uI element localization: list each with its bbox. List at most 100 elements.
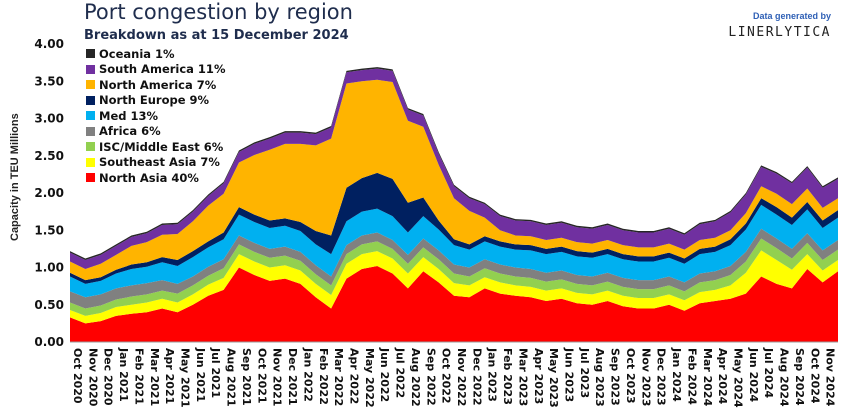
x-tick-label: Jan 2024: [670, 347, 683, 402]
legend-swatch: [86, 49, 95, 59]
x-tick-label: Jun 2023: [563, 347, 576, 402]
legend-label: Africa 6%: [99, 124, 161, 139]
y-tick-label: 4.00: [34, 37, 64, 51]
x-tick-label: Jan 2023: [486, 347, 499, 402]
legend-item: North Europe 9%: [86, 93, 225, 109]
area-series-3: [70, 228, 838, 309]
x-tick-label: Apr 2022: [347, 348, 360, 404]
x-tick-label: Feb 2023: [501, 348, 514, 405]
legend-swatch: [86, 64, 95, 74]
x-tick-label: Jan 2021: [117, 347, 130, 402]
legend-label: North Europe 9%: [99, 93, 210, 108]
x-tick-label: Aug 2022: [409, 348, 422, 407]
x-tick-label: Dec 2023: [655, 348, 668, 406]
x-tick-label: Nov 2020: [86, 348, 99, 407]
chart-title: Port congestion by region: [84, 0, 353, 24]
x-tick-label: May 2022: [363, 348, 376, 408]
legend-swatch: [86, 126, 95, 136]
x-tick-label: Sep 2023: [609, 348, 622, 406]
area-layers: [70, 67, 838, 342]
x-tick-label: Dec 2024: [839, 348, 841, 406]
x-tick-label: Aug 2024: [778, 348, 791, 407]
legend-item: ISC/Middle East 6%: [86, 139, 225, 155]
legend-item: Southeast Asia 7%: [86, 155, 225, 171]
area-series-6: [70, 79, 838, 281]
x-tick-label: Aug 2021: [225, 348, 238, 407]
chart-subtitle: Breakdown as at 15 December 2024: [84, 28, 349, 43]
x-tick-label: Jul 2023: [578, 347, 591, 398]
legend-label: Oceania 1%: [99, 46, 175, 61]
legend-label: North America 7%: [99, 77, 217, 92]
x-tick-label: Jul 2024: [762, 347, 775, 398]
x-tick-label: Dec 2021: [286, 348, 299, 406]
x-tick-label: Nov 2023: [639, 348, 652, 406]
y-tick-label: 0.50: [34, 298, 64, 312]
legend-label: South America 11%: [99, 62, 226, 77]
y-tick-label: 1.00: [34, 261, 64, 275]
x-tick-label: Oct 2020: [71, 348, 84, 404]
x-tick-label: Sep 2022: [424, 348, 437, 406]
x-tick-label: Oct 2023: [624, 348, 637, 404]
x-tick-label: Nov 2024: [824, 348, 837, 407]
x-tick-label: Feb 2024: [685, 348, 698, 405]
x-tick-label: Mar 2024: [701, 348, 714, 407]
y-axis-label: Capacity in TEU Millions: [9, 113, 21, 241]
x-tick-label: Dec 2022: [470, 348, 483, 406]
x-tick-label: Oct 2021: [255, 348, 268, 404]
x-tick-label: Oct 2024: [808, 348, 821, 404]
area-series-0: [70, 266, 838, 342]
brand-logo-text: LINERLYTICA: [728, 25, 831, 40]
legend-label: ISC/Middle East 6%: [99, 139, 224, 154]
legend-swatch: [86, 111, 95, 121]
legend-item: North America 7%: [86, 77, 225, 93]
x-tick-label: Jun 2022: [378, 347, 391, 402]
x-tick-label: May 2023: [547, 348, 560, 408]
x-tick-label: Nov 2021: [271, 348, 284, 406]
x-tick-label: Nov 2022: [455, 348, 468, 406]
area-series-4: [70, 204, 838, 298]
x-tick-label: Jul 2021: [209, 347, 222, 398]
x-axis: Oct 2020 Nov 2020 Dec 2020 Jan 2021 Feb 2021…: [70, 341, 841, 408]
y-tick-label: 1.50: [34, 223, 64, 237]
legend-swatch: [86, 157, 95, 167]
legend-label: Med 13%: [99, 108, 159, 123]
y-tick-label: 3.50: [34, 74, 64, 88]
legend-swatch: [86, 173, 95, 183]
x-tick-label: Feb 2022: [317, 348, 330, 405]
x-tick-label: Feb 2021: [132, 348, 145, 405]
x-tick-label: Mar 2021: [148, 348, 161, 406]
legend-swatch: [86, 95, 95, 105]
x-tick-label: Sep 2024: [793, 348, 806, 406]
x-tick-label: Oct 2022: [440, 348, 453, 404]
x-tick-label: Jan 2022: [301, 347, 314, 402]
area-series-2: [70, 238, 838, 316]
y-tick-label: 2.00: [34, 186, 64, 200]
legend-swatch: [86, 80, 95, 90]
x-tick-label: Jun 2021: [194, 347, 207, 402]
x-tick-label: Sep 2021: [240, 348, 253, 406]
legend: Oceania 1% South America 11% North America…: [86, 46, 225, 186]
legend-label: Southeast Asia 7%: [99, 155, 220, 170]
data-credit-text: Data generated by: [752, 11, 831, 21]
x-tick-label: Apr 2024: [716, 348, 729, 405]
legend-item: Med 13%: [86, 108, 225, 124]
x-tick-label: Dec 2020: [102, 348, 115, 406]
x-tick-label: Mar 2023: [516, 348, 529, 406]
area-series-1: [70, 250, 838, 324]
legend-item: Africa 6%: [86, 124, 225, 140]
x-tick-label: Mar 2022: [332, 348, 345, 406]
x-tick-label: May 2024: [731, 348, 744, 408]
x-tick-label: Jul 2022: [394, 347, 407, 398]
x-tick-label: Apr 2021: [163, 348, 176, 404]
y-tick-label: 2.50: [34, 149, 64, 163]
legend-item: South America 11%: [86, 62, 225, 78]
x-tick-label: Aug 2023: [593, 348, 606, 407]
legend-item: North Asia 40%: [86, 170, 225, 186]
y-tick-label: 3.00: [34, 112, 64, 126]
x-tick-label: May 2021: [179, 348, 192, 408]
x-tick-label: Jun 2024: [747, 347, 760, 403]
y-tick-label: 0.00: [34, 335, 64, 349]
legend-swatch: [86, 142, 95, 152]
x-tick-label: Apr 2023: [532, 348, 545, 404]
